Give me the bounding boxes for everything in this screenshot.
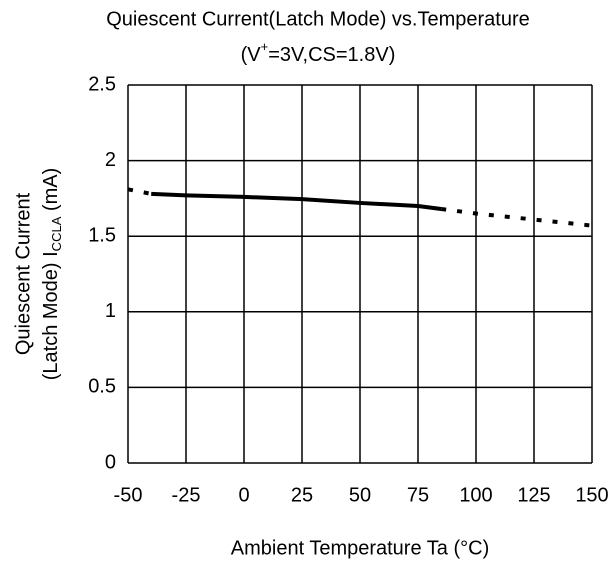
y-tick-label: 1.5 <box>88 224 116 246</box>
x-tick-label: 150 <box>575 484 608 506</box>
y-tick-label: 0 <box>105 451 116 473</box>
y-tick-label: 2.5 <box>88 73 116 95</box>
y-axis-label: (Latch Mode) ICCLA (mA) <box>40 168 64 381</box>
x-tick-label: -25 <box>172 484 201 506</box>
y-label-part: (Latch Mode) I <box>40 251 62 380</box>
x-tick-label: 100 <box>459 484 492 506</box>
subtitle-part: =3V,CS=1.8V) <box>268 44 395 66</box>
subtitle-part: (V <box>241 44 262 66</box>
data-line <box>127 187 593 228</box>
y-label-sub: CCLA <box>49 216 64 251</box>
y-tick-label: 0.5 <box>88 376 116 398</box>
y-tick-label: 1 <box>105 300 116 322</box>
chart-title: Quiescent Current(Latch Mode) vs.Tempera… <box>106 8 530 30</box>
x-tick-label: 25 <box>291 484 313 506</box>
y-axis-label: Quiescent Current <box>12 192 34 355</box>
x-tick-label: 50 <box>349 484 371 506</box>
chart-subtitle: (V+=3V,CS=1.8V) <box>241 39 396 66</box>
x-axis-label: Ambient Temperature Ta (°C) <box>231 537 489 559</box>
x-tick-label: 125 <box>517 484 550 506</box>
data-line <box>151 191 442 211</box>
subtitle-sup: + <box>261 39 269 54</box>
x-tick-label: -50 <box>114 484 143 506</box>
x-tick-label: 0 <box>238 484 249 506</box>
y-tick-label: 2 <box>105 149 116 171</box>
x-tick-label: 75 <box>407 484 429 506</box>
y-label-part: (mA) <box>40 168 62 217</box>
